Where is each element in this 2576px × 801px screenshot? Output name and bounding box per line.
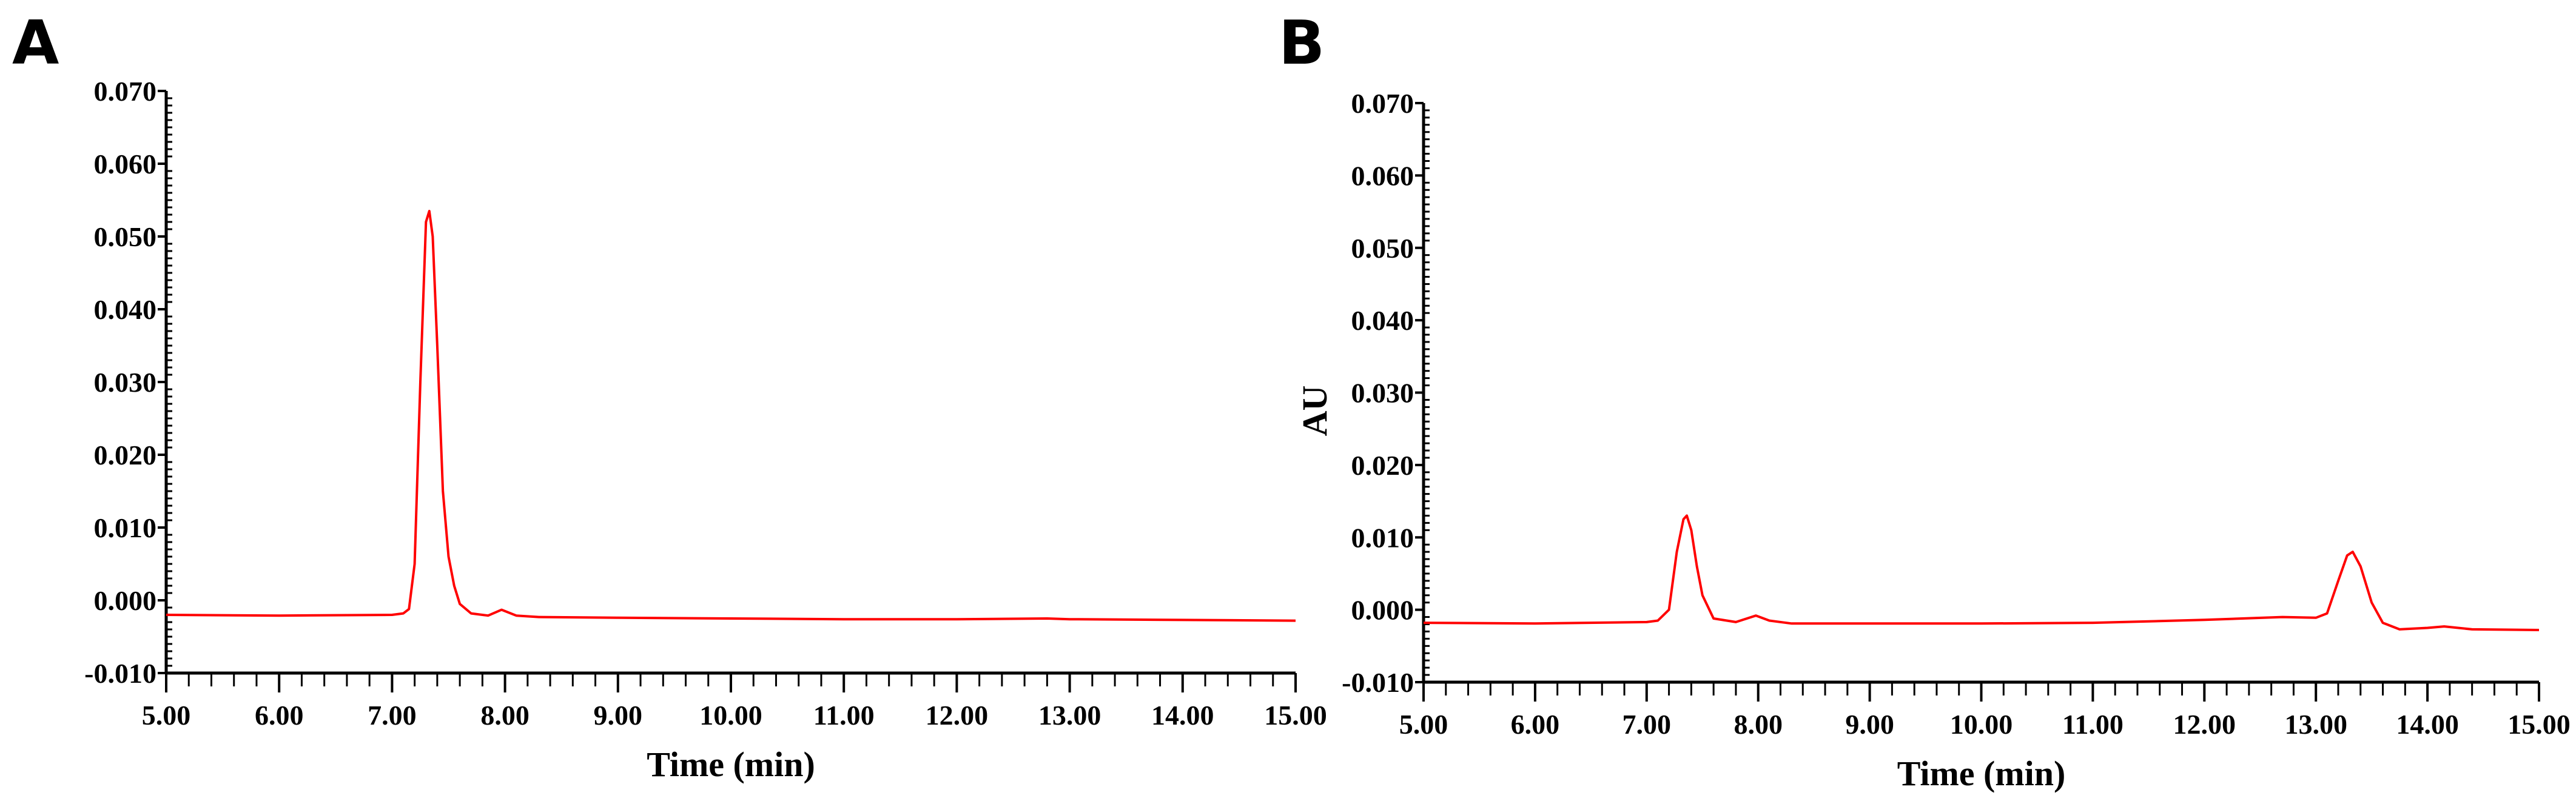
y-tick-label: 0.000 xyxy=(1351,595,1414,626)
x-tick-label: 11.00 xyxy=(2062,709,2124,740)
x-tick-label: 9.00 xyxy=(1845,709,1894,740)
y-tick-label: 0.010 xyxy=(94,512,157,543)
x-tick-label: 11.00 xyxy=(813,700,875,731)
x-tick-label: 6.00 xyxy=(255,700,304,731)
chart-panel-a: A -0.010 0.000 0.010 0.020 0.030 0.040 0.050 0.0… xyxy=(12,7,1327,784)
x-tick-label: 8.00 xyxy=(480,700,530,731)
x-tick-label: 9.00 xyxy=(594,700,643,731)
x-tick-label: 12.00 xyxy=(926,700,989,731)
y-tick-label: -0.010 xyxy=(84,658,156,689)
x-axis-title: Time (min) xyxy=(1897,754,2066,793)
x-tick-label: 7.00 xyxy=(1623,709,1672,740)
panel-label: B xyxy=(1279,7,1325,78)
x-tick-label: 14.00 xyxy=(1151,700,1214,731)
y-tick-label: 0.050 xyxy=(1351,233,1414,264)
x-tick-label: 15.00 xyxy=(2507,709,2571,740)
x-tick-label: 13.00 xyxy=(2284,709,2347,740)
x-tick-label: 15.00 xyxy=(1264,700,1327,731)
series-line-b xyxy=(1423,514,2540,631)
series-line-a xyxy=(166,210,1296,622)
x-tick-label: 7.00 xyxy=(368,700,417,731)
x-tick-label: 13.00 xyxy=(1038,700,1101,731)
y-tick-label: 0.020 xyxy=(94,440,157,471)
x-tick-label: 5.00 xyxy=(1399,709,1448,740)
y-tick-label: 0.030 xyxy=(1351,378,1414,409)
x-tick-label: 12.00 xyxy=(2173,709,2236,740)
y-tick-label: 0.000 xyxy=(94,585,157,616)
y-tick-label: 0.060 xyxy=(94,149,157,179)
x-axis-title: Time (min) xyxy=(647,745,815,784)
y-tick-label: 0.040 xyxy=(94,294,157,325)
x-tick-label: 10.00 xyxy=(1950,709,2013,740)
y-tick-label: 0.060 xyxy=(1351,160,1414,191)
y-tick-label: -0.010 xyxy=(1342,667,1414,698)
x-tick-label: 8.00 xyxy=(1734,709,1783,740)
x-tick-label: 14.00 xyxy=(2396,709,2459,740)
y-axis-title: AU xyxy=(1295,386,1334,437)
y-tick-label: 0.070 xyxy=(94,76,157,107)
y-tick-label: 0.070 xyxy=(1351,88,1414,119)
y-tick-label: 0.050 xyxy=(94,221,157,252)
x-tick-label: 5.00 xyxy=(142,700,191,731)
chart-panel-b: B -0.010 0.000 0.010 0.020 0.030 0.040 0.050 0.0… xyxy=(1279,7,2571,793)
y-tick-label: 0.030 xyxy=(94,367,157,398)
y-tick-label: 0.010 xyxy=(1351,522,1414,553)
x-tick-label: 10.00 xyxy=(699,700,762,731)
x-tick-label: 6.00 xyxy=(1511,709,1560,740)
y-tick-label: 0.040 xyxy=(1351,305,1414,336)
y-tick-label: 0.020 xyxy=(1351,450,1414,481)
panel-label: A xyxy=(12,7,59,78)
